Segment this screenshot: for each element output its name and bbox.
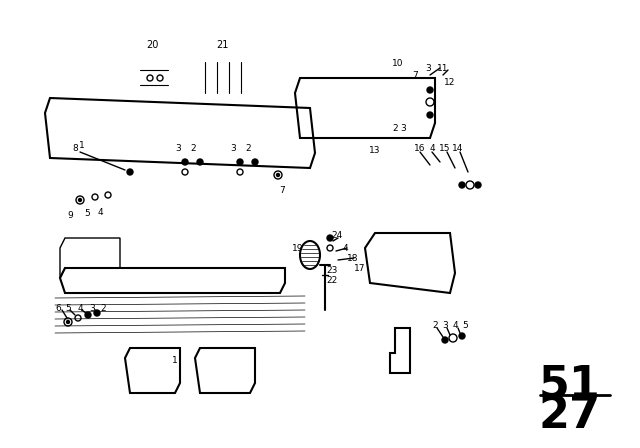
Text: 3: 3 xyxy=(175,143,181,152)
Text: 19: 19 xyxy=(292,244,304,253)
Text: 1: 1 xyxy=(79,141,85,150)
Text: 24: 24 xyxy=(332,231,342,240)
Text: 8: 8 xyxy=(72,143,78,152)
Text: 27: 27 xyxy=(539,393,601,436)
Circle shape xyxy=(427,87,433,93)
Text: 3: 3 xyxy=(425,64,431,73)
Text: 3: 3 xyxy=(442,320,448,329)
Circle shape xyxy=(182,159,188,165)
Text: 5: 5 xyxy=(84,208,90,217)
Text: 9: 9 xyxy=(67,211,73,220)
Text: 7: 7 xyxy=(279,185,285,194)
Text: 18: 18 xyxy=(348,254,359,263)
Text: 10: 10 xyxy=(392,59,404,68)
Text: 4: 4 xyxy=(97,207,103,216)
Text: 1: 1 xyxy=(172,356,178,365)
Circle shape xyxy=(327,235,333,241)
Text: 2: 2 xyxy=(392,124,398,133)
Circle shape xyxy=(94,310,100,316)
Text: 20: 20 xyxy=(146,40,158,50)
Text: 2: 2 xyxy=(100,303,106,313)
Text: 15: 15 xyxy=(439,143,451,152)
Circle shape xyxy=(427,112,433,118)
Circle shape xyxy=(79,198,81,202)
Text: 11: 11 xyxy=(437,64,449,73)
Text: 4: 4 xyxy=(429,143,435,152)
Circle shape xyxy=(276,173,280,177)
Text: 3: 3 xyxy=(89,303,95,313)
Text: 12: 12 xyxy=(444,78,456,86)
Circle shape xyxy=(67,320,70,323)
Text: 13: 13 xyxy=(369,146,381,155)
Circle shape xyxy=(459,182,465,188)
Text: 3: 3 xyxy=(230,143,236,152)
Text: 3: 3 xyxy=(400,124,406,133)
Circle shape xyxy=(237,159,243,165)
Text: 2: 2 xyxy=(245,143,251,152)
Circle shape xyxy=(85,312,91,318)
Circle shape xyxy=(442,337,448,343)
Circle shape xyxy=(252,159,258,165)
Text: 4: 4 xyxy=(342,244,348,253)
Circle shape xyxy=(459,333,465,339)
Text: 2: 2 xyxy=(190,143,196,152)
Text: 22: 22 xyxy=(326,276,338,284)
Circle shape xyxy=(127,169,133,175)
Text: 16: 16 xyxy=(414,143,426,152)
Text: 6: 6 xyxy=(55,303,61,313)
Text: 5: 5 xyxy=(65,303,71,313)
Text: 23: 23 xyxy=(326,266,338,275)
Text: 7: 7 xyxy=(412,70,418,79)
Text: 51: 51 xyxy=(539,363,601,406)
Circle shape xyxy=(197,159,203,165)
Text: 4: 4 xyxy=(77,303,83,313)
Text: 5: 5 xyxy=(462,320,468,329)
Text: 21: 21 xyxy=(216,40,228,50)
Text: 2: 2 xyxy=(432,320,438,329)
Circle shape xyxy=(475,182,481,188)
Text: 17: 17 xyxy=(355,263,365,272)
Text: 4: 4 xyxy=(452,320,458,329)
Text: 14: 14 xyxy=(452,143,464,152)
